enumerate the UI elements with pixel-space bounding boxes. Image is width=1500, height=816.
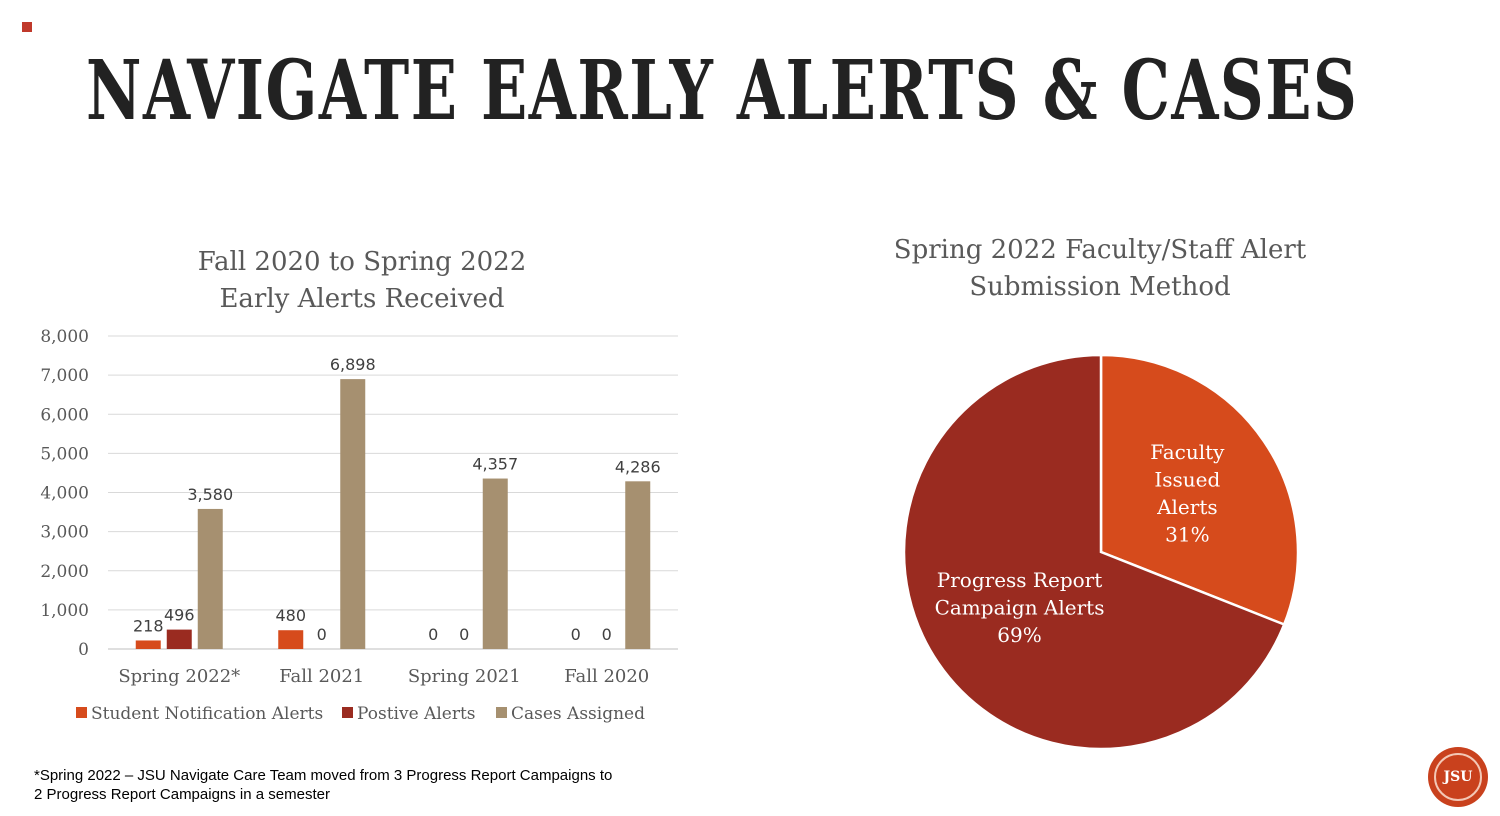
- bar-data-label: 480: [275, 606, 306, 625]
- legend-swatch: [496, 707, 507, 718]
- y-tick-label: 6,000: [40, 405, 89, 425]
- bar-data-label: 0: [602, 625, 612, 644]
- logo-text: JSU: [1443, 769, 1473, 785]
- footnote: *Spring 2022 – JSU Navigate Care Team mo…: [34, 766, 714, 804]
- pie-slice-label: Campaign Alerts: [935, 595, 1105, 619]
- y-tick-label: 1,000: [40, 601, 89, 621]
- legend-label: Postive Alerts: [357, 704, 476, 724]
- y-tick-label: 0: [78, 640, 89, 660]
- bar-data-label: 4,286: [615, 457, 661, 476]
- pie-chart-title-line1: Spring 2022 Faculty/Staff Alert: [894, 235, 1307, 265]
- pie-slice-label: 31%: [1165, 523, 1209, 547]
- bar-marks: [135, 379, 651, 649]
- bar-data-label: 0: [428, 625, 438, 644]
- pie-slice-label: Progress Report: [937, 568, 1102, 592]
- bar-legend: Student Notification Alerts Postive Alert…: [76, 704, 645, 724]
- pie-slice: [902, 353, 1286, 751]
- bar-chart-title-line1: Fall 2020 to Spring 2022: [198, 247, 527, 277]
- bar-data-label: 6,898: [330, 355, 376, 374]
- bar: [482, 478, 508, 649]
- legend-label: Cases Assigned: [511, 704, 645, 724]
- jsu-logo: JSU: [1428, 747, 1488, 807]
- bar-x-axis: Spring 2022* Fall 2021 Spring 2021 Fall 202…: [118, 666, 649, 687]
- legend-swatch: [76, 707, 87, 718]
- pie-slices: [902, 353, 1300, 751]
- bar-data-label: 3,580: [187, 485, 233, 504]
- bar-y-axis: 0 1,000 2,000 3,000 4,000 5,000 6,000 7,000 8,00…: [40, 327, 89, 660]
- footnote-line1: *Spring 2022 – JSU Navigate Care Team mo…: [34, 767, 613, 784]
- bar-data-label: 0: [571, 625, 581, 644]
- footnote-line2: 2 Progress Report Campaigns in a semeste…: [34, 786, 330, 803]
- pie-slice: [1099, 353, 1300, 627]
- bar-data-label: 0: [317, 625, 327, 644]
- bar-data-label: 4,357: [472, 455, 518, 474]
- pie-chart-title-line2: Submission Method: [969, 272, 1230, 302]
- pie-slice-label: Faculty: [1150, 440, 1225, 464]
- y-tick-label: 7,000: [40, 366, 89, 386]
- bar-chart-title-line2: Early Alerts Received: [219, 284, 504, 314]
- x-tick-label: Spring 2022*: [118, 666, 240, 687]
- x-tick-label: Spring 2021: [408, 666, 521, 687]
- x-tick-label: Fall 2020: [564, 666, 649, 687]
- y-tick-label: 5,000: [40, 444, 89, 464]
- bar-data-label: 218: [133, 616, 164, 635]
- bar: [278, 630, 304, 649]
- bar-data-label: 0: [459, 625, 469, 644]
- bar: [340, 379, 366, 649]
- legend-label: Student Notification Alerts: [91, 704, 323, 724]
- pie-slice-label: Issued: [1154, 468, 1220, 492]
- pie-labels: Faculty Issued Alerts 31% Progress Report Cam…: [935, 440, 1226, 647]
- y-tick-label: 3,000: [40, 523, 89, 543]
- pie-slice-label: 69%: [997, 623, 1041, 647]
- bar: [625, 481, 651, 649]
- y-tick-label: 4,000: [40, 484, 89, 504]
- accent-square: [22, 22, 32, 32]
- bar: [135, 640, 161, 649]
- pie-slice-label: Alerts: [1156, 495, 1218, 519]
- y-tick-label: 8,000: [40, 327, 89, 347]
- x-tick-label: Fall 2021: [279, 666, 364, 687]
- legend-swatch: [342, 707, 353, 718]
- bar: [166, 629, 192, 649]
- bar: [197, 508, 223, 649]
- slide-title: NAVIGATE EARLY ALERTS & CASES: [86, 43, 1359, 139]
- logo-mark: JSU: [1434, 753, 1482, 801]
- pie-chart: Spring 2022 Faculty/Staff Alert Submissi…: [894, 235, 1307, 751]
- bar-chart: Fall 2020 to Spring 2022 Early Alerts Re…: [40, 247, 678, 724]
- y-tick-label: 2,000: [40, 562, 89, 582]
- bar-data-label: 496: [164, 606, 195, 625]
